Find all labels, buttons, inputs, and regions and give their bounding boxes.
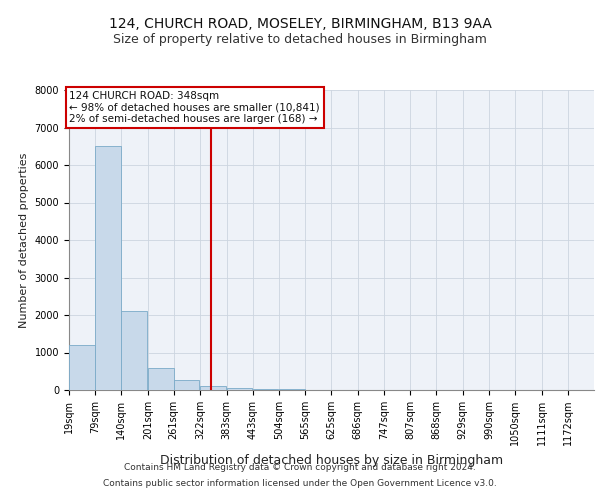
Bar	[95, 146, 121, 390]
Bar	[148, 368, 173, 390]
Text: 124, CHURCH ROAD, MOSELEY, BIRMINGHAM, B13 9AA: 124, CHURCH ROAD, MOSELEY, BIRMINGHAM, B…	[109, 18, 491, 32]
Text: Size of property relative to detached houses in Birmingham: Size of property relative to detached ho…	[113, 32, 487, 46]
Y-axis label: Number of detached properties: Number of detached properties	[19, 152, 29, 328]
Bar	[200, 386, 226, 390]
Text: Contains HM Land Registry data © Crown copyright and database right 2024.: Contains HM Land Registry data © Crown c…	[124, 464, 476, 472]
Text: 124 CHURCH ROAD: 348sqm
← 98% of detached houses are smaller (10,841)
2% of semi: 124 CHURCH ROAD: 348sqm ← 98% of detache…	[70, 91, 320, 124]
Bar	[69, 345, 95, 390]
Text: Contains public sector information licensed under the Open Government Licence v3: Contains public sector information licen…	[103, 478, 497, 488]
Bar	[121, 311, 147, 390]
Bar	[253, 389, 278, 390]
X-axis label: Distribution of detached houses by size in Birmingham: Distribution of detached houses by size …	[160, 454, 503, 466]
Bar	[174, 380, 199, 390]
Bar	[227, 388, 252, 390]
